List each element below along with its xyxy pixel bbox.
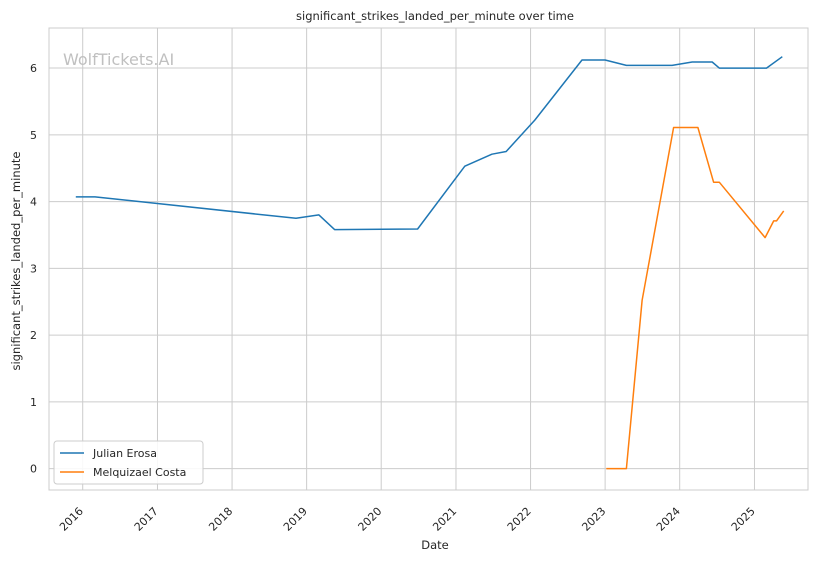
y-tick-label: 6 (30, 62, 37, 75)
y-axis-ticks: 0 1 2 3 4 5 6 (30, 62, 37, 476)
x-tick-label: 2024 (654, 505, 683, 534)
x-tick-label: 2018 (206, 505, 235, 534)
x-tick-label: 2020 (356, 505, 385, 534)
plot-area-frame (48, 27, 809, 491)
x-tick-label: 2023 (579, 505, 608, 534)
x-tick-label: 2019 (281, 505, 310, 534)
y-tick-label: 1 (30, 396, 37, 409)
legend: Julian Erosa Melquizael Costa (53, 440, 204, 485)
grid (49, 28, 808, 490)
x-tick-label: 2017 (132, 505, 161, 534)
x-tick-label: 2016 (57, 505, 86, 534)
y-tick-label: 0 (30, 463, 37, 476)
x-axis-ticks: 2016 2017 2018 2019 2020 2021 2022 2023 2024 2025 (57, 505, 758, 534)
x-axis-label: Date (421, 538, 449, 552)
y-tick-label: 2 (30, 329, 37, 342)
x-tick-label: 2022 (505, 505, 534, 534)
y-tick-label: 5 (30, 129, 37, 142)
y-axis-label: significant_strikes_landed_per_minute (9, 152, 23, 371)
x-tick-label: 2021 (430, 505, 459, 534)
series-line-2 (606, 126, 785, 470)
legend-label: Julian Erosa (92, 447, 157, 460)
watermark: WolfTickets.AI (63, 50, 174, 69)
series-line-1 (75, 56, 783, 231)
x-tick-label: 2025 (729, 505, 758, 534)
series-lines (75, 56, 785, 470)
y-tick-label: 4 (30, 196, 37, 209)
chart-title: significant_strikes_landed_per_minute ov… (296, 9, 574, 23)
legend-frame (53, 440, 204, 485)
y-tick-label: 3 (30, 262, 37, 275)
legend-label: Melquizael Costa (93, 466, 186, 479)
